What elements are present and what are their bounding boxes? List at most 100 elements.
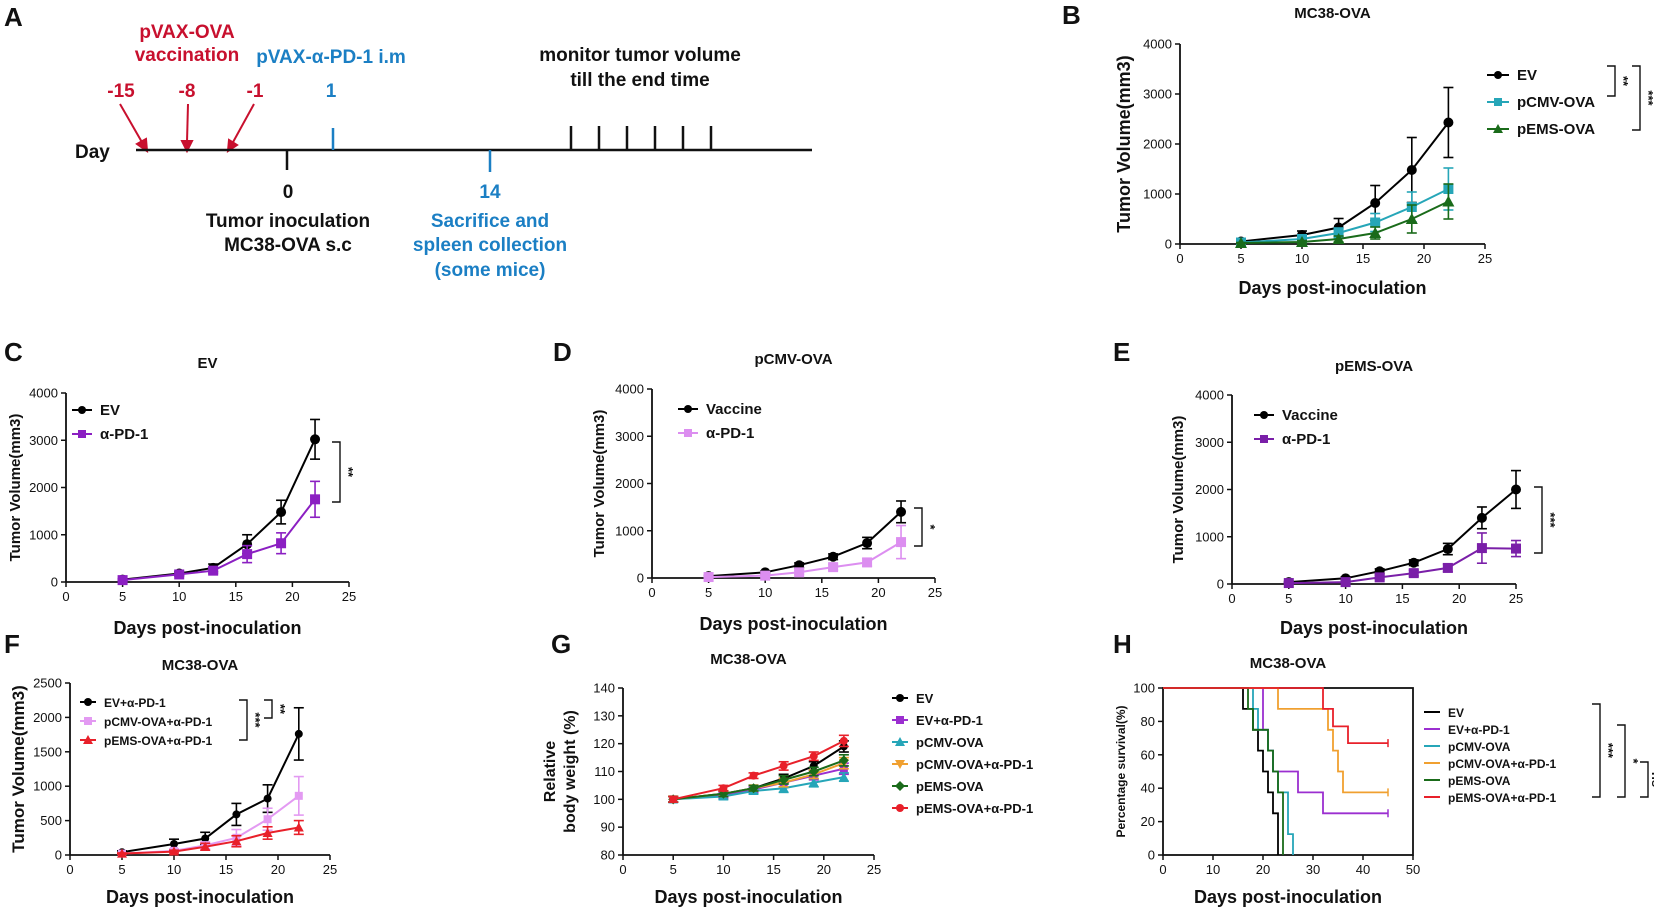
significance-bracket bbox=[1632, 65, 1641, 131]
legend-marker bbox=[895, 737, 905, 746]
data-point bbox=[719, 784, 728, 793]
vaccination-title-2: vaccination bbox=[135, 45, 240, 66]
x-axis-label: Days post-inoculation bbox=[1238, 278, 1426, 298]
series-pems-ova: pEMS-OVA bbox=[668, 753, 984, 805]
x-tick-label: 25 bbox=[1509, 591, 1523, 606]
y-tick-label: 3000 bbox=[29, 433, 58, 448]
data-point bbox=[242, 549, 253, 560]
y-tick-label: 0 bbox=[51, 575, 58, 590]
vaccination-arrowhead-3 bbox=[226, 138, 239, 153]
vaccination-title-1: pVAX-OVA bbox=[139, 22, 235, 43]
data-point bbox=[778, 783, 789, 793]
legend-label: pEMS-OVA bbox=[1448, 774, 1511, 788]
panel-letter: E bbox=[1113, 337, 1130, 367]
x-tick-label: 50 bbox=[1406, 862, 1420, 877]
legend-marker bbox=[896, 716, 904, 724]
significance-group: ****ns bbox=[1592, 703, 1654, 798]
data-point bbox=[200, 841, 211, 851]
significance-bracket bbox=[239, 699, 248, 741]
survival-curve bbox=[1163, 687, 1279, 855]
vaccination-arrows bbox=[119, 103, 255, 154]
y-tick-label: 0 bbox=[1217, 577, 1224, 592]
data-point bbox=[1476, 543, 1487, 554]
data-point bbox=[1235, 237, 1247, 248]
data-point bbox=[294, 791, 303, 800]
significance-group: ** bbox=[332, 441, 356, 503]
legend-label: EV bbox=[1517, 67, 1537, 84]
data-point bbox=[276, 507, 287, 518]
x-tick-label: 0 bbox=[619, 862, 626, 877]
y-tick-label: 1000 bbox=[615, 523, 644, 538]
vaccination-arrow-2 bbox=[186, 103, 189, 143]
data-point bbox=[1442, 195, 1455, 207]
legend-label: pCMV-OVA+α-PD-1 bbox=[104, 715, 212, 729]
y-tick-label: 2000 bbox=[1195, 482, 1224, 497]
panel-letter: D bbox=[553, 337, 572, 367]
legend-label: α-PD-1 bbox=[1282, 431, 1330, 448]
significance-label: *** bbox=[1543, 512, 1558, 528]
y-tick-label: 4000 bbox=[1143, 37, 1172, 52]
data-point bbox=[232, 810, 241, 819]
legend-label: pCMV-OVA+α-PD-1 bbox=[916, 757, 1033, 772]
y-axis-label: Tumor Volume(mm3) bbox=[7, 414, 24, 562]
inoculation-day: 0 bbox=[283, 182, 294, 203]
x-tick-label: 30 bbox=[1306, 862, 1320, 877]
significance-bracket bbox=[264, 699, 273, 719]
chart-panel-f: F MC38-OVA 0 5 10 15 20 25 0 500 1000 1500 2000 2500 D… bbox=[4, 629, 337, 907]
data-point bbox=[1374, 572, 1385, 583]
series-line bbox=[122, 438, 316, 581]
chart-panel-g: G MC38-OVA 0 5 10 15 20 25 80 90 100 110 120 130 140 Da… bbox=[542, 629, 1033, 907]
data-point bbox=[862, 538, 873, 549]
y-tick-label: 4000 bbox=[29, 386, 58, 401]
x-tick-label: 25 bbox=[1478, 251, 1492, 266]
survival-curve bbox=[1163, 687, 1284, 855]
legend-marker bbox=[1260, 411, 1268, 419]
y-tick-label: 80 bbox=[1141, 714, 1155, 729]
x-tick-label: 15 bbox=[1395, 591, 1409, 606]
legend-label: EV+α-PD-1 bbox=[1448, 723, 1510, 737]
significance-bracket bbox=[1607, 65, 1616, 97]
data-point bbox=[808, 777, 819, 787]
series-line bbox=[673, 776, 845, 801]
y-tick-label: 3000 bbox=[615, 429, 644, 444]
x-tick-label: 5 bbox=[1285, 591, 1292, 606]
inoculation-label-1: Tumor inoculation bbox=[206, 211, 370, 232]
vaccination-day-3: -1 bbox=[247, 81, 264, 102]
data-point bbox=[310, 494, 321, 505]
series-pcmv-ova-pd-1: pCMV-OVA+α-PD-1 bbox=[1163, 687, 1556, 797]
x-tick-label: 15 bbox=[1356, 251, 1370, 266]
y-tick-label: 90 bbox=[601, 820, 615, 835]
y-tick-label: 2000 bbox=[33, 710, 62, 725]
significance-label: * bbox=[1626, 758, 1641, 764]
panel-letter: B bbox=[1062, 0, 1081, 30]
legend-marker bbox=[896, 804, 904, 812]
chart-title: MC38-OVA bbox=[162, 657, 239, 674]
data-point bbox=[294, 729, 303, 738]
series-line bbox=[708, 511, 902, 578]
data-point bbox=[1476, 512, 1487, 523]
y-tick-label: 130 bbox=[593, 708, 615, 723]
x-tick-label: 10 bbox=[1206, 862, 1220, 877]
antibody-day: 1 bbox=[326, 81, 337, 102]
data-point bbox=[263, 815, 272, 824]
significance-label: ** bbox=[1616, 76, 1631, 87]
x-axis-label: Days post-inoculation bbox=[106, 887, 294, 907]
chart-title: pEMS-OVA bbox=[1335, 358, 1413, 375]
data-point bbox=[703, 572, 714, 583]
y-tick-label: 0 bbox=[55, 848, 62, 863]
x-tick-label: 25 bbox=[867, 862, 881, 877]
legend-marker bbox=[83, 735, 93, 744]
y-tick-label: 0 bbox=[1148, 848, 1155, 863]
chart-title: pCMV-OVA bbox=[754, 351, 832, 368]
y-tick-label: 1000 bbox=[1195, 529, 1224, 544]
monitor-label-1: monitor tumor volume bbox=[539, 45, 741, 66]
legend-label: pEMS-OVA bbox=[916, 779, 984, 794]
y-tick-label: 1500 bbox=[33, 744, 62, 759]
data-point bbox=[1340, 577, 1351, 588]
y-tick-label: 1000 bbox=[1143, 187, 1172, 202]
day-label: Day bbox=[75, 142, 110, 163]
data-point bbox=[293, 822, 304, 832]
